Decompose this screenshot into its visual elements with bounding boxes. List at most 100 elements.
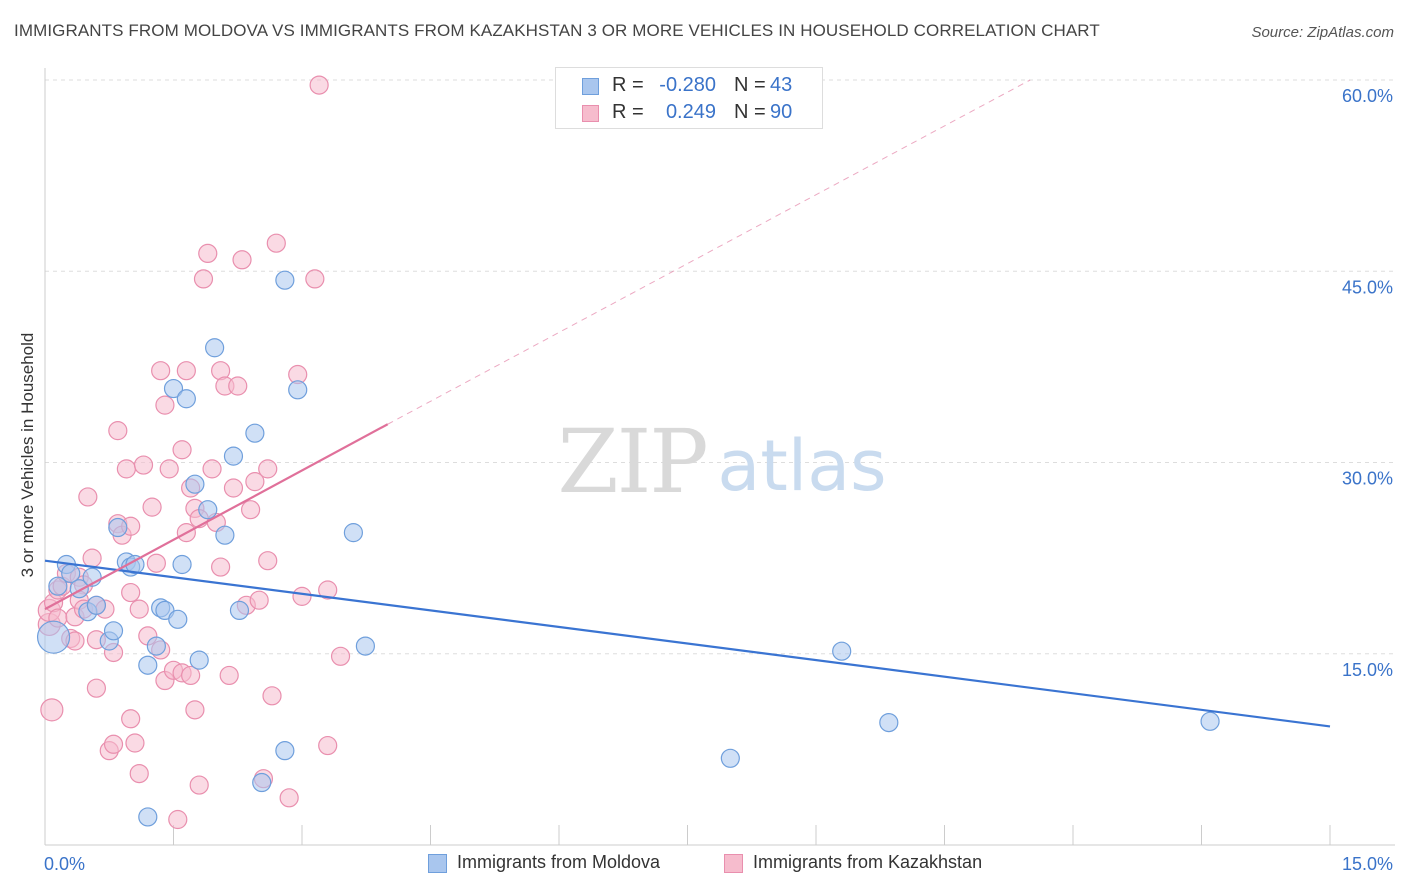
kazakhstan-point — [176, 361, 196, 381]
kazakhstan-point — [185, 700, 205, 720]
kazakhstan-point — [292, 586, 312, 606]
kazakhstan-point — [258, 459, 278, 479]
moldova-point — [138, 807, 158, 827]
kazakhstan-point — [108, 421, 128, 441]
trend-lines — [44, 79, 1331, 728]
moldova-point — [205, 338, 225, 358]
series-moldova-points — [36, 270, 1220, 827]
moldova-point — [48, 576, 68, 596]
kazakhstan-point — [129, 763, 149, 784]
legend-swatch-kazakhstan — [724, 854, 743, 873]
legend: Immigrants from Moldova Immigrants from … — [0, 852, 1406, 876]
moldova-point — [198, 500, 218, 520]
moldova-point — [108, 517, 128, 538]
y-tick-label: 30.0% — [1342, 469, 1393, 489]
kazakhstan-point — [40, 698, 64, 722]
source-label: Source: ZipAtlas.com — [1251, 24, 1394, 41]
kazakhstan-point — [146, 553, 166, 573]
stats-r-value: 0.249 — [665, 101, 716, 123]
stats-r-label: R = — [612, 101, 644, 123]
moldova-point — [176, 389, 196, 409]
moldova-point — [223, 446, 244, 466]
kazakhstan-point — [181, 665, 201, 686]
kazakhstan-point — [159, 459, 179, 479]
stats-r-label: R = — [612, 74, 644, 96]
moldova-point — [245, 423, 265, 443]
legend-swatch-moldova — [428, 854, 447, 873]
kazakhstan-point — [232, 250, 252, 270]
gridlines — [45, 79, 1395, 655]
moldova-point — [832, 641, 852, 661]
moldova-point — [288, 380, 308, 400]
y-tick-label: 45.0% — [1342, 277, 1393, 297]
moldova-point — [720, 748, 740, 768]
kazakhstan-point — [318, 735, 338, 756]
moldova-point — [36, 620, 71, 654]
kazakhstan-point — [121, 709, 141, 729]
moldova-point — [185, 474, 205, 494]
kazakhstan-point — [223, 478, 244, 498]
kazakhstan-point — [211, 557, 231, 577]
kazakhstan-point — [305, 269, 325, 289]
y-axis-label: 3 or more Vehicles in Household — [18, 332, 37, 578]
kazakhstan-point — [241, 500, 261, 520]
tick-labels: 15.0% 30.0% 45.0% 60.0% 0.0% 15.0% — [44, 86, 1393, 874]
kazakhstan-point — [121, 582, 141, 603]
kazakhstan-point — [116, 459, 136, 479]
kazakhstan-point — [198, 243, 218, 263]
moldova-point — [343, 523, 363, 543]
moldova-point — [86, 595, 107, 615]
kazakhstan-point — [86, 678, 107, 698]
kazakhstan-point — [142, 497, 162, 517]
chart-title: IMMIGRANTS FROM MOLDOVA VS IMMIGRANTS FR… — [14, 21, 1100, 40]
kazakhstan-point — [172, 440, 192, 460]
kazakhstan-point — [258, 551, 278, 571]
kazakhstan-point — [202, 459, 222, 479]
watermark-zip: ZIP — [557, 410, 706, 513]
kazakhstan-trend-extension — [387, 79, 1031, 425]
kazakhstan-point — [82, 548, 102, 568]
kazakhstan-point — [133, 455, 154, 475]
moldova-trend-line — [44, 559, 1331, 728]
kazakhstan-point — [249, 590, 269, 610]
kazakhstan-point — [279, 788, 299, 808]
y-tick-label: 60.0% — [1342, 86, 1393, 106]
kazakhstan-trend-line — [44, 423, 389, 611]
moldova-point — [189, 650, 209, 670]
moldova-point — [215, 525, 235, 545]
kazakhstan-point — [330, 646, 351, 666]
moldova-point — [252, 772, 272, 793]
moldova-point — [1200, 711, 1220, 731]
y-tick-label: 15.0% — [1342, 660, 1393, 680]
legend-label-moldova: Immigrants from Moldova — [457, 852, 661, 872]
moldova-point — [138, 655, 158, 675]
moldova-point — [146, 636, 166, 656]
legend-label-kazakhstan: Immigrants from Kazakhstan — [753, 852, 983, 872]
stats-swatch-moldova — [582, 78, 599, 95]
moldova-point — [168, 609, 188, 629]
x-tick-label: 0.0% — [44, 854, 85, 874]
moldova-point — [163, 378, 184, 399]
watermark: ZIP atlas — [557, 410, 886, 513]
moldova-point — [229, 600, 250, 621]
kazakhstan-point — [318, 580, 338, 600]
kazakhstan-point — [151, 361, 171, 381]
watermark-atlas: atlas — [717, 425, 886, 507]
x-tick-label: 15.0% — [1342, 854, 1393, 874]
moldova-point — [879, 712, 899, 733]
kazakhstan-point — [168, 809, 188, 830]
series-kazakhstan-points — [37, 75, 351, 830]
kazakhstan-point — [129, 599, 149, 619]
stats-box: R = -0.280 N = 43 R = 0.249 N = 90 — [555, 67, 823, 129]
kazakhstan-point — [228, 376, 248, 396]
moldova-point — [275, 741, 295, 761]
kazakhstan-point — [125, 733, 145, 753]
moldova-point — [275, 270, 295, 290]
kazakhstan-point — [193, 269, 214, 289]
kazakhstan-point — [266, 233, 286, 253]
moldova-point — [172, 554, 192, 575]
stats-swatch-kazakhstan — [582, 105, 599, 122]
kazakhstan-point — [78, 487, 98, 507]
kazakhstan-point — [189, 775, 209, 795]
